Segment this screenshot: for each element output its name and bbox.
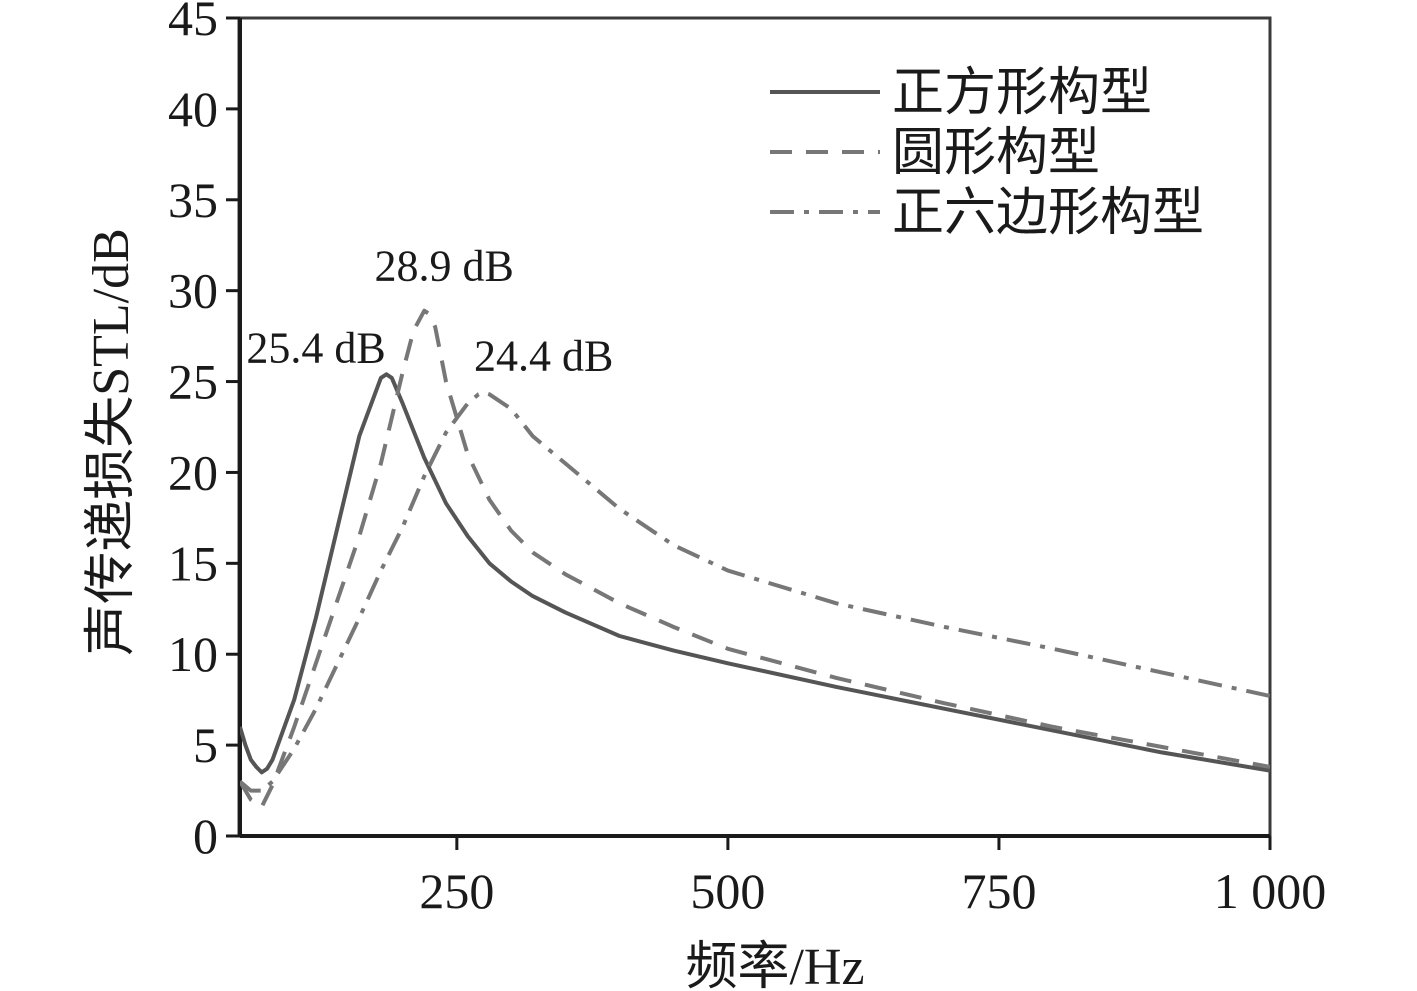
y-tick-label: 30 [168, 263, 218, 319]
y-tick-label: 35 [168, 172, 218, 228]
legend-entry-2: 圆形构型 [892, 125, 1100, 182]
ticks-layer: 0 5 10 15 20 25 30 35 40 45 250 500 750 1 000 [168, 0, 1326, 919]
x-tick-label: 1 000 [1214, 863, 1327, 919]
y-tick-label: 15 [168, 535, 218, 591]
legend-entry-1: 正方形构型 [892, 65, 1152, 122]
y-tick-label: 40 [168, 81, 218, 137]
y-tick-label: 0 [193, 808, 218, 864]
plot-frame [237, 16, 1272, 838]
x-tick-label: 750 [961, 863, 1036, 919]
peak-annotation: 28.9 dB [374, 242, 513, 291]
y-tick-label: 10 [168, 626, 218, 682]
y-axis-label: 声传递损失STL/dB [83, 228, 140, 656]
plot-border [237, 16, 1272, 838]
series-line-1 [240, 372, 1270, 775]
annotation-layer: 25.4 dB 28.9 dB 24.4 dB [246, 242, 613, 381]
x-tick-label: 250 [419, 863, 494, 919]
series-line-2 [240, 308, 1270, 809]
y-tick-label: 20 [168, 444, 218, 500]
x-axis-label: 频率/Hz [685, 939, 864, 991]
y-tick-label: 5 [193, 717, 218, 773]
legend-entry-3: 正六边形构型 [892, 185, 1204, 242]
peak-annotation: 25.4 dB [246, 323, 385, 372]
peak-annotation: 24.4 dB [474, 331, 613, 380]
y-tick-label: 25 [168, 354, 218, 410]
series-line-3 [240, 390, 1270, 793]
series-layer [240, 308, 1270, 809]
y-tick-label: 45 [168, 0, 218, 46]
x-tick-label: 500 [690, 863, 765, 919]
